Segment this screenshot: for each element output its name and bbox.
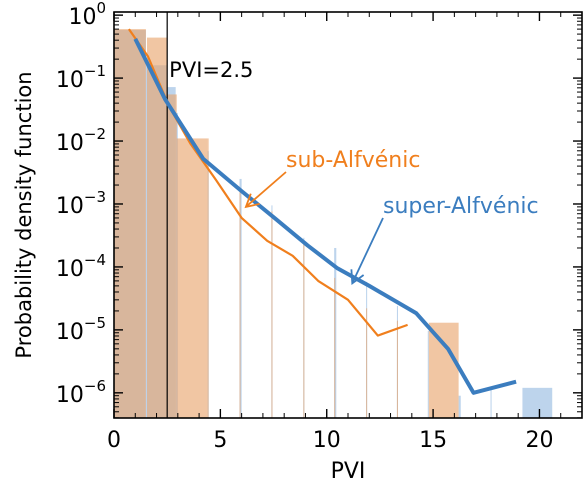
hist-bar-sub-alfv-nic-3 — [167, 94, 177, 418]
x-tick-label-20: 20 — [525, 428, 553, 453]
hist-bar-sub-alfv-nic-15 — [366, 308, 368, 418]
hist-bar-sub-alfv-nic-0 — [114, 29, 146, 418]
annotation-sub-alfv-nic: sub-Alfvénic — [286, 148, 420, 173]
y-tick-label--4: 10−4 — [56, 251, 106, 282]
hist-bar-sub-alfv-nic-4 — [176, 138, 208, 418]
hist-bar-super-alfv-nic-19 — [427, 330, 429, 418]
y-tick-label--6: 10−6 — [56, 377, 106, 408]
annotation-arrow-head — [244, 193, 260, 209]
hist-bar-sub-alfv-nic-7 — [239, 189, 241, 418]
hist-bar-super-alfv-nic-21 — [458, 395, 461, 418]
annotation-arrow-line — [245, 171, 287, 208]
tick-layer — [113, 12, 582, 419]
hist-bar-sub-alfv-nic-9 — [271, 211, 273, 418]
hist-bar-sub-alfv-nic-19 — [428, 322, 459, 418]
hist-bar-sub-alfv-nic-11 — [303, 242, 305, 418]
hist-bar-super-alfv-nic-25 — [522, 387, 553, 418]
annotation-arrow-head — [350, 269, 365, 285]
hist-bar-sub-alfv-nic-17 — [396, 320, 398, 418]
annotation-layer: sub-Alfvénic super-Alfvénic — [244, 148, 539, 285]
hist-bar-sub-alfv-nic-2 — [146, 37, 168, 418]
threshold-label: PVI=2.5 — [169, 58, 253, 82]
annotation-super-alfv-nic: super-Alfvénic — [383, 194, 539, 219]
y-tick-label--2: 10−2 — [56, 125, 106, 156]
annotation-arrow-line — [351, 217, 384, 284]
x-axis-label: PVI — [331, 459, 366, 484]
hist-bar-super-alfv-nic-23 — [490, 387, 492, 418]
y-tick-label--5: 10−5 — [56, 314, 106, 345]
y-tick-label--1: 10−1 — [56, 62, 106, 93]
x-tick-label-15: 15 — [419, 428, 447, 453]
x-tick-label-10: 10 — [313, 428, 341, 453]
series-line-super-alfv-nic — [133, 38, 517, 395]
label-layer: 0 5 10 15 20 100 10−1 10−2 10−3 10−4 10−5 10−6 — [56, 0, 554, 453]
hist-bar-sub-alfv-nic-5 — [207, 138, 209, 418]
x-tick-label-5: 5 — [213, 428, 227, 453]
line-layer — [127, 28, 517, 395]
hist-bar-sub-alfv-nic-13 — [334, 277, 336, 418]
y-tick-label--3: 10−3 — [56, 188, 106, 219]
x-tick-label-0: 0 — [107, 428, 121, 453]
y-axis-label: Probability density function — [12, 71, 36, 358]
y-tick-label-0: 100 — [68, 0, 106, 30]
histogram-layer — [114, 29, 553, 419]
